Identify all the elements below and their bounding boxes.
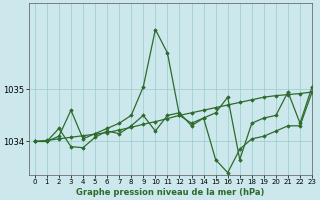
X-axis label: Graphe pression niveau de la mer (hPa): Graphe pression niveau de la mer (hPa): [76, 188, 265, 197]
